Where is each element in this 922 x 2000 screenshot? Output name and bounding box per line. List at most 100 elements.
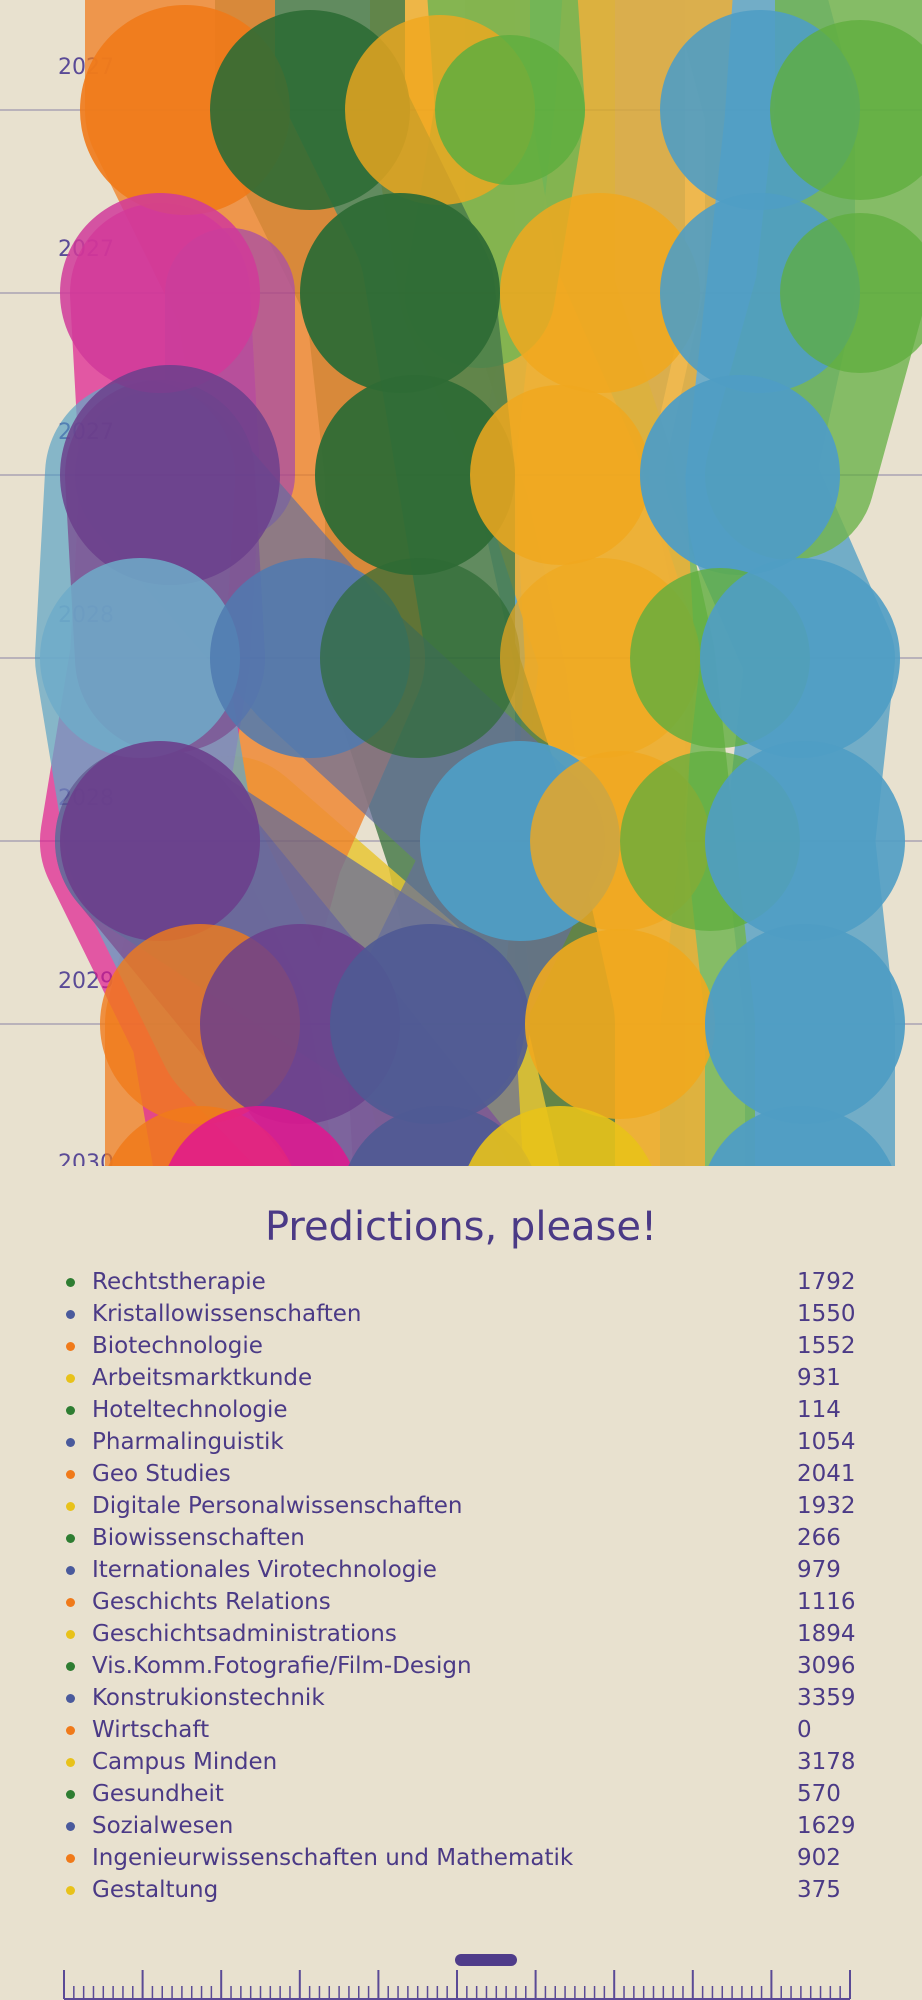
program-count: 1792 (797, 1269, 856, 1295)
color-dot-icon (66, 1630, 75, 1639)
bubble (525, 929, 715, 1119)
program-row[interactable]: Geschichts Relations 1116 (60, 1586, 860, 1618)
program-row[interactable]: Campus Minden 3178 (60, 1746, 860, 1778)
bubble (770, 20, 922, 200)
bubble (60, 193, 260, 393)
program-name: Kristallowissenschaften (92, 1301, 362, 1327)
color-dot-icon (66, 1790, 75, 1799)
program-name: Gestaltung (92, 1877, 219, 1903)
program-row[interactable]: Geschichtsadministrations 1894 (60, 1618, 860, 1650)
program-row[interactable]: Gesundheit 570 (60, 1778, 860, 1810)
program-row[interactable]: Wirtschaft 0 (60, 1714, 860, 1746)
color-dot-icon (66, 1438, 75, 1447)
program-row[interactable]: Arbeitsmarktkunde 931 (60, 1362, 860, 1394)
color-dot-icon (66, 1566, 75, 1575)
program-count: 0 (797, 1717, 812, 1743)
color-dot-icon (66, 1502, 75, 1511)
color-dot-icon (66, 1886, 75, 1895)
year-label: 2030 (58, 1151, 114, 1166)
program-row[interactable]: Hoteltechnologie 114 (60, 1394, 860, 1426)
bubble (60, 365, 280, 585)
program-row[interactable]: Biotechnologie 1552 (60, 1330, 860, 1362)
color-dot-icon (66, 1662, 75, 1671)
panel-title: Predictions, please! (264, 1204, 658, 1250)
program-name: Gesundheit (92, 1781, 224, 1807)
program-row[interactable]: Gestaltung 375 (60, 1874, 860, 1906)
bubble (705, 924, 905, 1124)
program-count: 1550 (797, 1301, 856, 1327)
program-count: 266 (797, 1525, 841, 1551)
program-count: 1629 (797, 1813, 856, 1839)
stream-chart-canvas: 2027 2027 2027 2028 2028 2029 2030 (0, 0, 922, 1166)
color-dot-icon (66, 1406, 75, 1415)
bubble (780, 213, 922, 373)
timeline-ruler[interactable] (0, 1966, 922, 2000)
program-name: Campus Minden (92, 1749, 278, 1775)
bubble (470, 385, 650, 565)
bubble (315, 375, 515, 575)
program-name: Arbeitsmarktkunde (92, 1365, 313, 1391)
program-row[interactable]: Kristallowissenschaften 1550 (60, 1298, 860, 1330)
program-name: Geschichts Relations (92, 1589, 331, 1615)
bubble (435, 35, 585, 185)
program-count: 375 (797, 1877, 841, 1903)
program-row[interactable]: Biowissenschaften 266 (60, 1522, 860, 1554)
color-dot-icon (66, 1694, 75, 1703)
program-count: 3096 (797, 1653, 856, 1679)
program-name: Hoteltechnologie (92, 1397, 288, 1423)
program-count: 1894 (797, 1621, 856, 1647)
program-count: 3178 (797, 1749, 856, 1775)
program-count: 2041 (797, 1461, 856, 1487)
program-count: 902 (797, 1845, 841, 1871)
program-row[interactable]: Iternationales Virotechnologie 979 (60, 1554, 860, 1586)
program-name: Iternationales Virotechnologie (92, 1557, 437, 1583)
program-row[interactable]: Konstrukionstechnik 3359 (60, 1682, 860, 1714)
program-name: Wirtschaft (92, 1717, 210, 1743)
bubble (40, 558, 240, 758)
program-row[interactable]: Digitale Personalwissenschaften 1932 (60, 1490, 860, 1522)
bubble (700, 558, 900, 758)
bubble (468, 1106, 652, 1166)
bubble-stream-visualization[interactable]: 2027 2027 2027 2028 2028 2029 2030 (0, 0, 922, 1166)
program-count: 1054 (797, 1429, 856, 1455)
program-name: Vis.Komm.Fotografie/Film-Design (92, 1653, 472, 1679)
bubble (708, 1106, 892, 1166)
bubble (168, 1106, 352, 1166)
bubble (60, 741, 260, 941)
program-name: Pharmalinguistik (92, 1429, 284, 1455)
program-count: 979 (797, 1557, 841, 1583)
color-dot-icon (66, 1374, 75, 1383)
program-row[interactable]: Geo Studies 2041 (60, 1458, 860, 1490)
color-dot-icon (66, 1758, 75, 1767)
program-name: Biowissenschaften (92, 1525, 305, 1551)
program-row[interactable]: Rechtstherapie 1792 (60, 1266, 860, 1298)
bubble (500, 193, 700, 393)
color-dot-icon (66, 1342, 75, 1351)
program-list: Rechtstherapie 1792 Kristallowissenschafte… (60, 1266, 860, 1906)
program-row[interactable]: Ingenieurwissenschaften und Mathematik 90… (60, 1842, 860, 1874)
color-dot-icon (66, 1822, 75, 1831)
color-dot-icon (66, 1598, 75, 1607)
color-dot-icon (66, 1470, 75, 1479)
program-name: Digitale Personalwissenschaften (92, 1493, 463, 1519)
timeline-scrubber-handle[interactable] (455, 1954, 517, 1966)
program-count: 114 (797, 1397, 841, 1423)
program-name: Rechtstherapie (92, 1269, 266, 1295)
program-name: Konstrukionstechnik (92, 1685, 325, 1711)
bubble (330, 924, 530, 1124)
program-row[interactable]: Pharmalinguistik 1054 (60, 1426, 860, 1458)
program-name: Sozialwesen (92, 1813, 234, 1839)
color-dot-icon (66, 1854, 75, 1863)
program-row[interactable]: Sozialwesen 1629 (60, 1810, 860, 1842)
program-name: Ingenieurwissenschaften und Mathematik (92, 1845, 574, 1871)
color-dot-icon (66, 1534, 75, 1543)
bubble (640, 375, 840, 575)
color-dot-icon (66, 1726, 75, 1735)
program-count: 1552 (797, 1333, 856, 1359)
program-name: Geo Studies (92, 1461, 231, 1487)
program-name: Geschichtsadministrations (92, 1621, 397, 1647)
color-dot-icon (66, 1310, 75, 1319)
program-row[interactable]: Vis.Komm.Fotografie/Film-Design 3096 (60, 1650, 860, 1682)
bubble (705, 741, 905, 941)
bubble (300, 193, 500, 393)
